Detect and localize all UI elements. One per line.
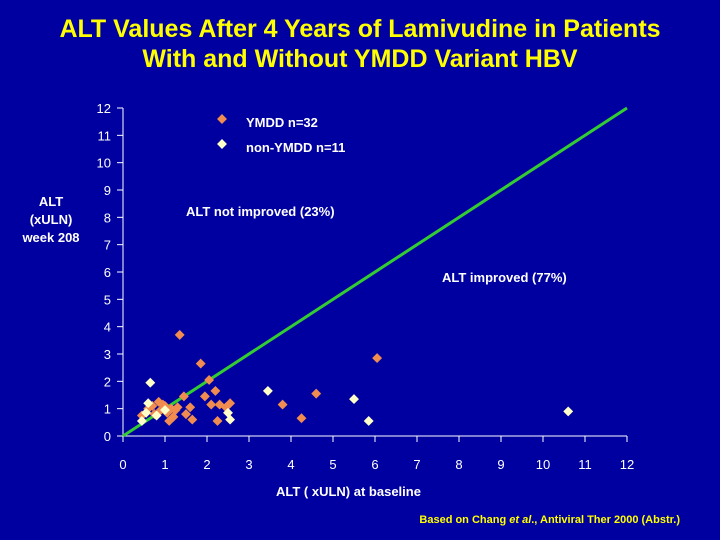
legend-ymdd-marker: [217, 114, 227, 124]
ymdd-data-point: [174, 329, 185, 340]
y-axis-label-line-2: (xULN): [29, 212, 73, 227]
ymdd-data-point: [277, 399, 288, 410]
ymdd-data-point: [195, 358, 206, 369]
legend-non-ymdd-label: non-YMDD n=11: [246, 140, 345, 155]
y-tick-label: 11: [98, 128, 112, 143]
ymdd-data-point: [210, 385, 221, 396]
legend-ymdd-label: YMDD n=32: [246, 115, 318, 130]
annotation-improved: ALT improved (77%): [442, 270, 567, 285]
x-tick-label: 8: [455, 457, 462, 472]
legend-non-ymdd-marker: [217, 139, 227, 149]
ymdd-data-point: [170, 405, 181, 415]
citation: Based on Chang et al., Antiviral Ther 20…: [419, 514, 680, 526]
title-line-1: ALT Values After 4 Years of Lamivudine i…: [59, 15, 661, 43]
non-ymdd-data-point: [136, 416, 147, 426]
data-points: [136, 329, 574, 426]
x-tick-label: 12: [620, 457, 634, 472]
non-ymdd-data-point: [363, 416, 374, 426]
citation-italic: et al: [509, 514, 532, 526]
ymdd-data-point: [187, 414, 198, 425]
non-ymdd-data-point: [143, 398, 154, 409]
non-ymdd-data-point: [160, 405, 170, 415]
non-ymdd-data-point: [151, 410, 162, 421]
citation-text: Based on Chang: [419, 514, 510, 526]
x-tick-label: 1: [161, 457, 168, 472]
y-tick-label: 5: [104, 292, 111, 307]
y-tick-label: 4: [104, 320, 111, 335]
non-ymdd-data-point: [349, 394, 359, 405]
y-axis-label: ALT (xULN) week 208: [14, 193, 88, 247]
ymdd-data-point: [185, 402, 196, 413]
ymdd-data-point: [372, 353, 383, 364]
y-tick-label: 1: [104, 402, 111, 417]
ymdd-data-point: [296, 413, 307, 424]
ymdd-data-point: [204, 375, 215, 385]
non-ymdd-data-point: [563, 406, 574, 417]
x-tick-label: 2: [203, 457, 210, 472]
y-axis-label-line-1: ALT: [38, 194, 64, 209]
x-tick-label: 7: [413, 457, 420, 472]
x-tick-label: 6: [371, 457, 378, 472]
x-tick-label: 3: [245, 457, 252, 472]
ymdd-data-point: [199, 391, 210, 402]
non-ymdd-data-point: [225, 414, 236, 425]
y-tick-label: 3: [104, 347, 111, 362]
x-tick-label: 10: [536, 457, 550, 472]
x-tick-label: 9: [497, 457, 504, 472]
ymdd-data-point: [206, 399, 217, 410]
ymdd-data-point: [212, 416, 223, 426]
title-line-2: With and Without YMDD Variant HBV: [142, 45, 578, 73]
ymdd-data-point: [225, 398, 236, 409]
y-tick-label: 7: [104, 238, 111, 253]
y-tick-label: 8: [104, 210, 111, 225]
x-tick-label: 4: [287, 457, 294, 472]
y-tick-label: 9: [104, 183, 111, 198]
y-tick-label: 12: [97, 101, 111, 116]
non-ymdd-data-point: [145, 377, 156, 388]
ymdd-data-point: [178, 391, 189, 402]
y-tick-label: 10: [97, 156, 111, 171]
x-tick-label: 0: [119, 457, 126, 472]
slide-title: ALT Values After 4 Years of Lamivudine i…: [0, 14, 720, 74]
ymdd-data-point: [311, 388, 322, 399]
annotation-not-improved: ALT not improved (23%): [186, 204, 335, 219]
x-tick-label: 11: [578, 457, 592, 472]
y-tick-label: 6: [104, 265, 111, 280]
legend: YMDD n=32 non-YMDD n=11: [217, 114, 345, 155]
x-tick-label: 5: [329, 457, 336, 472]
citation-text-end: ., Antiviral Ther 2000 (Abstr.): [531, 514, 680, 526]
non-ymdd-data-point: [262, 385, 273, 396]
ymdd-data-point: [181, 409, 191, 420]
non-ymdd-data-point: [141, 407, 152, 418]
x-axis-label: ALT ( xULN) at baseline: [276, 484, 421, 499]
y-axis-label-line-3: week 208: [22, 230, 80, 245]
y-tick-label: 2: [104, 374, 111, 389]
y-tick-label: 0: [104, 429, 111, 444]
